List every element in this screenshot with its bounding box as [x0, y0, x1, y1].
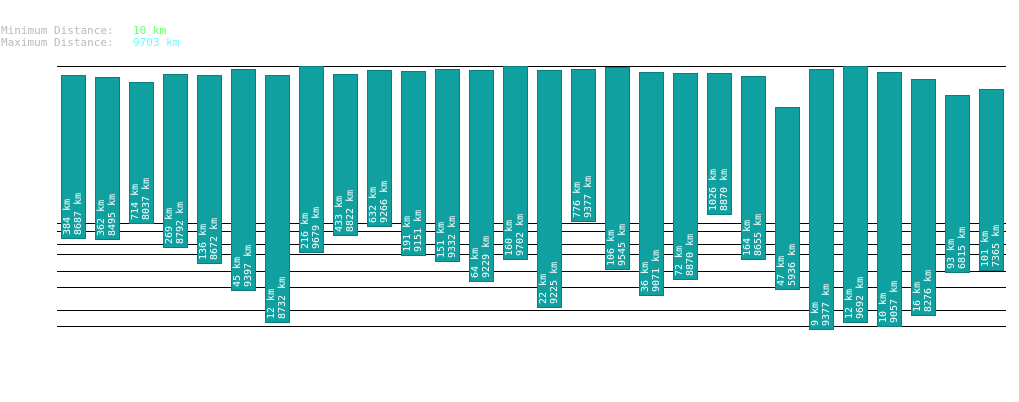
bar-min-label-22: 47 km — [776, 256, 787, 286]
distance-bar-5 — [197, 75, 222, 264]
bar-min-label-17: 106 km — [606, 230, 617, 266]
bar-max-label-4: 8792 km — [175, 202, 186, 244]
bar-max-label-21: 8655 km — [753, 214, 764, 256]
bar-min-label-10: 632 km — [368, 187, 379, 223]
distance-bar-19 — [673, 73, 698, 280]
distance-bar-9 — [333, 74, 358, 236]
bar-min-label-2: 362 km — [96, 200, 107, 236]
distance-bar-7 — [265, 75, 290, 323]
bar-min-label-3: 714 km — [130, 184, 141, 220]
bar-max-label-26: 8276 km — [923, 270, 934, 312]
bar-min-label-27: 93 km — [946, 239, 957, 269]
bar-min-label-9: 433 km — [334, 196, 345, 232]
bar-max-label-6: 9397 km — [243, 245, 254, 287]
distance-bar-6 — [231, 69, 256, 291]
bar-max-label-15: 9225 km — [549, 262, 560, 304]
distance-bar-27 — [945, 95, 970, 273]
distance-bar-26 — [911, 79, 936, 316]
bar-min-label-12: 151 km — [436, 222, 447, 258]
distance-bar-18 — [639, 72, 664, 296]
maximum-distance-value: 9703 km — [133, 36, 180, 49]
bar-min-label-21: 164 km — [742, 220, 753, 256]
minimum-distance-label: Minimum Distance: — [1, 24, 114, 37]
bar-max-label-20: 8870 km — [719, 169, 730, 211]
bar-min-label-16: 776 km — [572, 182, 583, 218]
distance-bar-12 — [435, 69, 460, 262]
bar-min-label-15: 22 km — [538, 274, 549, 304]
bar-min-label-11: 191 km — [402, 216, 413, 252]
bar-min-label-13: 64 km — [470, 248, 481, 278]
distance-bar-11 — [401, 71, 426, 256]
bar-min-label-23: 9 km — [810, 302, 821, 326]
bar-min-label-18: 36 km — [640, 262, 651, 292]
distance-summary: Minimum Distance: 10 km Maximum Distance:… — [1, 25, 179, 49]
distance-bar-22 — [775, 107, 800, 290]
bar-min-label-28: 101 km — [980, 231, 991, 267]
bar-min-label-26: 16 km — [912, 282, 923, 312]
bar-max-label-27: 6815 km — [957, 227, 968, 269]
distance-bar-20 — [707, 73, 732, 215]
bar-max-label-24: 9692 km — [855, 277, 866, 319]
bar-min-label-25: 10 km — [878, 293, 889, 323]
bar-min-label-4: 269 km — [164, 208, 175, 244]
distance-bar-3 — [129, 82, 154, 224]
bar-max-label-22: 5936 km — [787, 244, 798, 286]
distance-bar-4 — [163, 74, 188, 248]
bar-max-label-14: 9702 km — [515, 214, 526, 256]
bar-max-label-7: 8732 km — [277, 277, 288, 319]
bar-max-label-16: 9377 km — [583, 176, 594, 218]
distance-bar-24 — [843, 66, 868, 323]
bar-max-label-11: 9151 km — [413, 210, 424, 252]
bar-max-label-28: 7365 km — [991, 225, 1002, 267]
bar-max-label-25: 9057 km — [889, 281, 900, 323]
minimum-distance-row: Minimum Distance: 10 km — [1, 25, 179, 37]
bar-max-label-1: 8687 km — [73, 193, 84, 235]
bar-max-label-12: 9332 km — [447, 216, 458, 258]
distance-bar-1 — [61, 75, 86, 239]
bar-min-label-7: 12 km — [266, 289, 277, 319]
bar-max-label-19: 8870 km — [685, 234, 696, 276]
bar-min-label-6: 45 km — [232, 257, 243, 287]
distance-bar-2 — [95, 77, 120, 240]
bar-max-label-10: 9266 km — [379, 181, 390, 223]
distance-bar-21 — [741, 76, 766, 260]
distance-bar-23 — [809, 69, 834, 330]
distance-bar-13 — [469, 70, 494, 282]
bar-max-label-8: 9679 km — [311, 207, 322, 249]
bar-max-label-9: 8822 km — [345, 190, 356, 232]
distance-bar-8 — [299, 66, 324, 253]
distance-bar-16 — [571, 69, 596, 222]
distance-bar-28 — [979, 89, 1004, 271]
distance-bar-17 — [605, 67, 630, 270]
bar-max-label-23: 9377 km — [821, 284, 832, 326]
bar-max-label-17: 9545 km — [617, 224, 628, 266]
bar-max-label-3: 8037 km — [141, 178, 152, 220]
bar-max-label-18: 9071 km — [651, 250, 662, 292]
bar-min-label-5: 136 km — [198, 224, 209, 260]
bar-min-label-8: 216 km — [300, 213, 311, 249]
distance-bar-25 — [877, 72, 902, 327]
distance-bar-15 — [537, 70, 562, 308]
bar-max-label-13: 9229 km — [481, 236, 492, 278]
maximum-distance-label: Maximum Distance: — [1, 36, 114, 49]
maximum-distance-row: Maximum Distance: 9703 km — [1, 37, 179, 49]
bar-min-label-14: 160 km — [504, 220, 515, 256]
bar-max-label-5: 8672 km — [209, 218, 220, 260]
bar-max-label-2: 8495 km — [107, 194, 118, 236]
bar-min-label-19: 72 km — [674, 246, 685, 276]
bar-min-label-1: 384 km — [62, 199, 73, 235]
bar-min-label-24: 12 km — [844, 289, 855, 319]
distance-bar-10 — [367, 70, 392, 227]
minimum-distance-value: 10 km — [133, 24, 167, 37]
bar-min-label-20: 1026 km — [708, 169, 719, 211]
distance-bar-14 — [503, 66, 528, 260]
